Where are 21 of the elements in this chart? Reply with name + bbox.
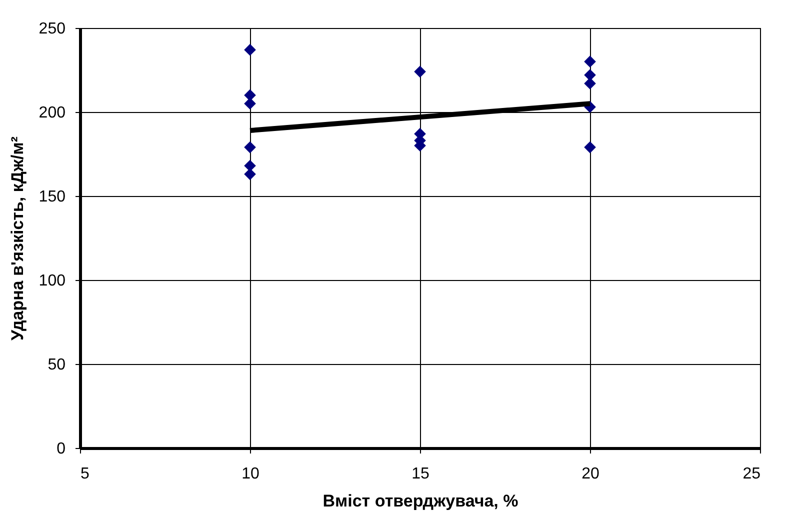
point — [244, 98, 256, 110]
x-tick-label: 25 — [742, 466, 761, 482]
x-tick-label: 20 — [582, 466, 600, 482]
point — [244, 168, 256, 180]
x-tick-label: 15 — [412, 466, 430, 482]
y-tick-label: 100 — [38, 272, 66, 290]
point — [584, 56, 596, 68]
x-axis-title: Вміст отверджувача, % — [322, 492, 518, 510]
point — [584, 141, 596, 154]
point — [584, 78, 596, 90]
y-axis-title: Ударна в'язкість, кДж/м² — [8, 136, 27, 340]
y-tick-label: 150 — [38, 188, 66, 206]
y-tick-label: 0 — [56, 440, 66, 458]
point — [244, 44, 256, 56]
x-tick-label: 10 — [242, 466, 260, 482]
y-tick-label: 50 — [48, 356, 66, 374]
x-tick-label: 5 — [80, 466, 90, 482]
point — [414, 66, 426, 78]
point — [244, 141, 256, 154]
y-tick-label: 200 — [38, 104, 66, 122]
y-tick-label: 250 — [38, 20, 66, 38]
